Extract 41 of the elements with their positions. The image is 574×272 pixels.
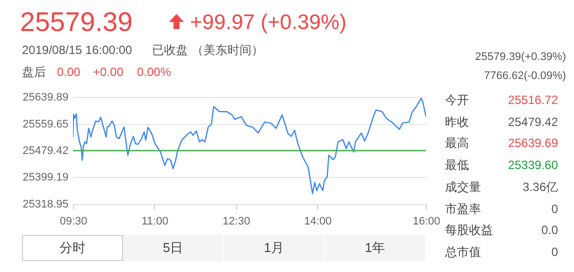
text: 25516.72 — [508, 93, 558, 107]
text: 昨收 — [445, 114, 469, 129]
text: 总市值 — [445, 244, 481, 259]
text: 1年 — [325, 235, 426, 261]
text: 0.0 — [541, 223, 558, 238]
y-tick-label: 25399.19 — [22, 172, 68, 184]
text: 25479.42 — [508, 114, 558, 129]
text: 25639.69 — [508, 136, 558, 150]
line-series — [73, 98, 426, 194]
text: 分时 — [22, 235, 123, 261]
text: +99.97 (+0.39%) — [190, 11, 346, 34]
text: 25339.60 — [508, 158, 558, 172]
x-tick-label: 16:00 — [412, 216, 440, 228]
y-tick-label: 25318.95 — [22, 198, 68, 210]
text: 已收盘 （美东时间） — [152, 43, 264, 57]
text: 今开 — [445, 93, 469, 107]
y-tick-label: 25479.42 — [22, 145, 68, 157]
text: 3.36亿 — [522, 180, 558, 194]
text: +0.00 — [93, 65, 124, 79]
text: 5日 — [123, 235, 224, 261]
x-tick-label: 09:30 — [60, 216, 88, 228]
text: 0 — [551, 202, 558, 216]
text: 7766.62(-0.09%) — [484, 70, 566, 82]
text: 1月 — [224, 235, 325, 261]
text: 2019/08/15 16:00:00 — [22, 43, 132, 57]
text: 0.00 — [57, 65, 80, 79]
y-tick-label: 25639.89 — [22, 92, 68, 104]
x-tick-label: 14:00 — [304, 216, 332, 228]
text: 最高 — [445, 136, 469, 150]
text: 每股收益 — [445, 223, 493, 238]
text: 成交量 — [445, 180, 481, 194]
text: 盘后 — [22, 65, 46, 79]
text: 25579.39 — [20, 7, 133, 37]
text: 最低 — [445, 158, 469, 172]
text: 0 — [551, 244, 558, 259]
text: 0.00% — [137, 65, 172, 79]
y-tick-label: 25559.65 — [22, 118, 68, 130]
x-tick-label: 11:00 — [142, 216, 168, 228]
text: 市盈率 — [445, 202, 481, 216]
text: 25579.39(+0.39%) — [475, 51, 566, 63]
x-tick-label: 12:30 — [222, 216, 250, 228]
